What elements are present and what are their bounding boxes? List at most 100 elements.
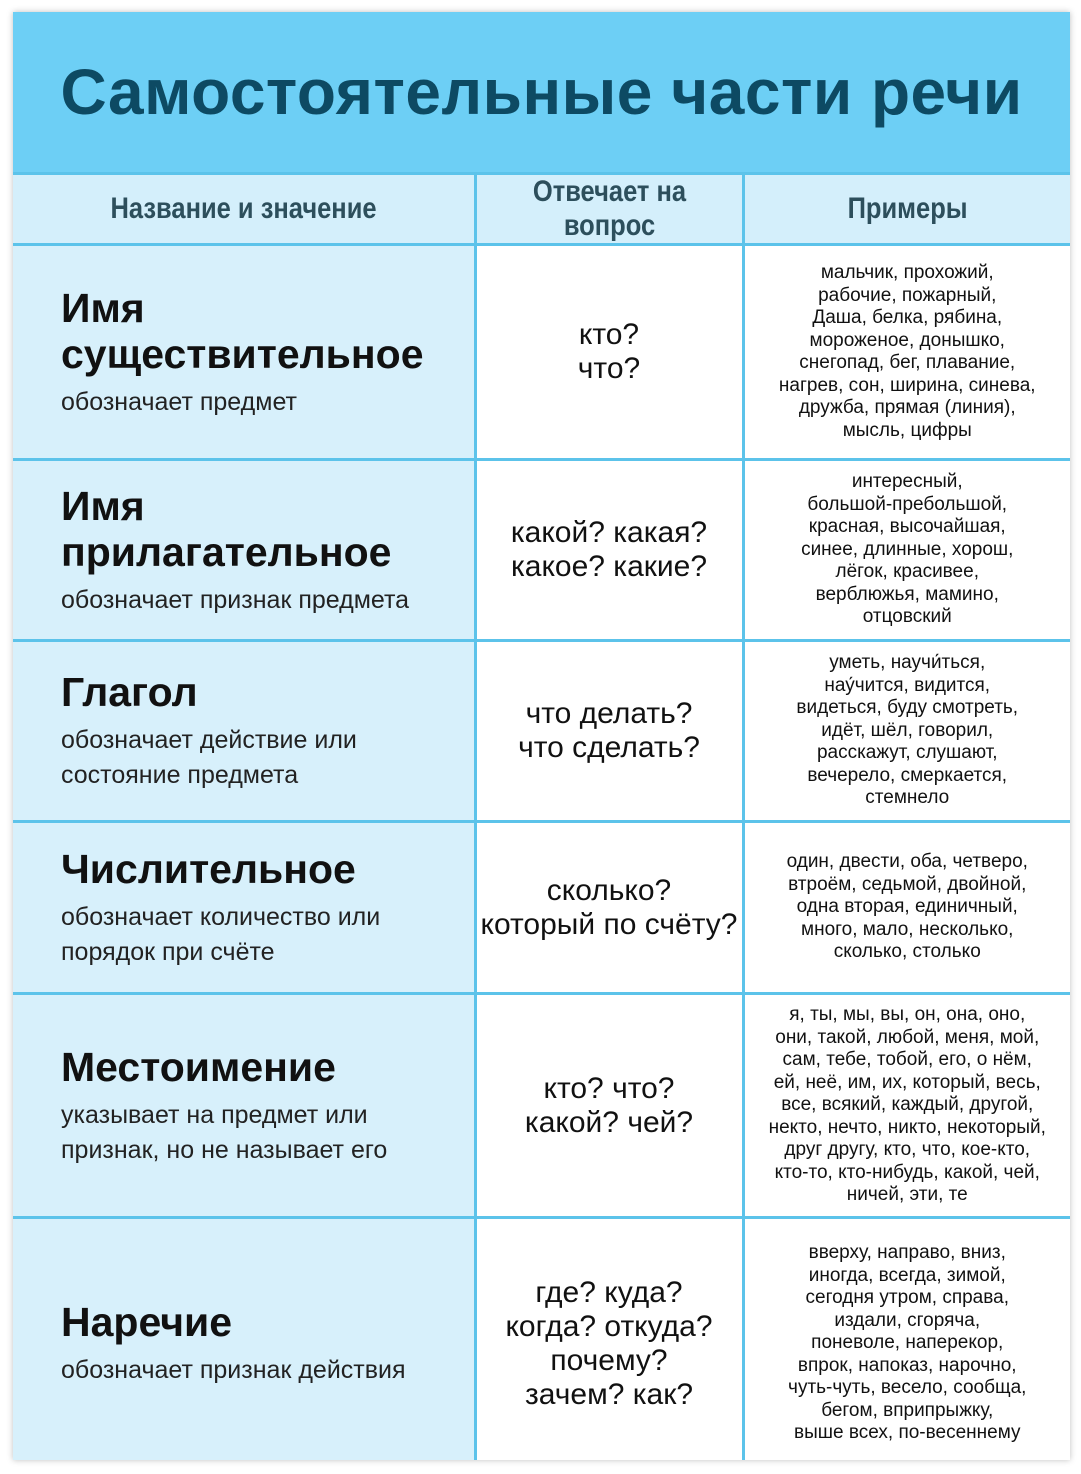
examples-line: много, мало, несколько, — [801, 918, 1014, 940]
part-of-speech-name-line: Числительное — [61, 845, 356, 892]
examples-line: мальчик, прохожий, — [820, 262, 994, 283]
part-of-speech-name-line: Местоимение — [61, 1043, 336, 1090]
examples: мальчик, прохожий, рабочие, пожарный, Даша… — [745, 262, 1071, 442]
examples-line: нагрев, сон, ширина, синева, — [778, 374, 1036, 396]
name-cell: Имя прилагательное обозначает признак пред… — [13, 458, 477, 642]
part-of-speech-name: Глагол — [61, 669, 474, 715]
part-of-speech-meaning-line: обозначает признак предмета — [61, 585, 410, 614]
examples: уметь, научи́ться, нау́чится, видится, вид… — [745, 652, 1071, 810]
questions: что делать? что сделать? — [477, 697, 742, 765]
column-header-question: Отвечает на вопрос — [473, 172, 745, 246]
examples-line: красная, высочайшая, — [808, 516, 1006, 538]
examples-line: я, ты, мы, вы, он, она, оно, — [789, 1004, 1026, 1026]
examples-line: верблюжья, мамино, — [815, 583, 999, 605]
examples-line: выше всех, по-весеннему — [794, 1422, 1021, 1444]
part-of-speech-name-line: прилагательное — [61, 528, 392, 575]
examples-line: стемнело — [865, 787, 950, 809]
examples-line: одна вторая, единичный, — [796, 896, 1018, 918]
examples-line: сколько, столько — [833, 941, 981, 963]
table-row: Имя существительное обозначает предмет кто?… — [13, 243, 1071, 461]
questions: где? куда? когда? откуда? почему? зачем? ка… — [477, 1276, 742, 1412]
examples-cell: я, ты, мы, вы, он, она, оно, они, такой, … — [741, 992, 1070, 1219]
questions-line: когда? откуда? — [505, 1309, 713, 1343]
questions-line: кто? что? — [543, 1071, 675, 1105]
questions-line: который по счёту? — [480, 907, 738, 941]
examples-cell: мальчик, прохожий, рабочие, пожарный, Даша… — [741, 243, 1071, 461]
part-of-speech-name: Наречие — [61, 1299, 474, 1345]
header-label: Примеры — [847, 192, 968, 225]
examples-line: Даша, белка, рябина, — [812, 307, 1003, 328]
examples: вверху, направо, вниз, иногда, всегда, зи… — [745, 1242, 1071, 1445]
question-cell: кто? что? — [473, 243, 745, 461]
name-cell: Имя существительное обозначает предмет — [13, 243, 477, 461]
questions-line: какой? какая? — [510, 516, 708, 549]
table-row: Числительное обозначает количество или пор… — [13, 820, 1071, 995]
name-cell: Местоимение указывает на предмет или призн… — [13, 992, 477, 1219]
examples-line: иногда, всегда, зимой, — [808, 1264, 1006, 1286]
part-of-speech-meaning-line: обозначает действие или — [61, 726, 357, 754]
examples-line: бегом, вприпрыжку, — [821, 1399, 994, 1421]
examples-line: рабочие, пожарный, — [818, 284, 997, 306]
examples-line: большой-пребольшой, — [807, 493, 1008, 515]
part-of-speech-meaning: обозначает признак действия — [61, 1353, 474, 1388]
part-of-speech-meaning: обозначает количество или порядок при счё… — [61, 900, 474, 970]
examples-line: видеться, буду смотреть, — [796, 697, 1019, 719]
page-title: Самостоятельные части речи — [60, 56, 1023, 128]
questions-line: кто? — [578, 318, 640, 351]
part-of-speech-meaning-line: порядок при счёте — [61, 937, 275, 966]
examples-line: чуть-чуть, весело, сообща, — [788, 1377, 1027, 1399]
examples: один, двести, оба, четверо, втроём, седьм… — [745, 851, 1071, 964]
examples-line: втроём, седьмой, двойной, — [788, 873, 1027, 895]
question-cell: что делать? что сделать? — [473, 639, 745, 823]
examples-line: ничей, эти, те — [846, 1184, 968, 1206]
examples-line: интересный, — [851, 471, 963, 493]
part-of-speech-name: Имя прилагательное — [61, 483, 474, 575]
question-cell: кто? что? какой? чей? — [473, 992, 745, 1219]
questions-line: сколько? — [546, 873, 672, 907]
question-cell: сколько? который по счёту? — [473, 820, 745, 995]
name-cell: Числительное обозначает количество или пор… — [13, 820, 477, 995]
column-header-examples: Примеры — [741, 172, 1070, 246]
column-header-name: Название и значение — [13, 172, 477, 246]
header-row: Название и значение Отвечает на вопрос П… — [13, 172, 1070, 246]
header-label: Название и значение — [110, 192, 377, 225]
part-of-speech-meaning: указывает на предмет или признак, но не н… — [61, 1098, 474, 1168]
parts-of-speech-table: Название и значение Отвечает на вопрос П… — [13, 172, 1070, 1460]
name-cell: Глагол обозначает действие или состояние п… — [13, 639, 477, 823]
part-of-speech-name-line: Наречие — [61, 1299, 233, 1345]
examples-cell: вверху, направо, вниз, иногда, всегда, зи… — [741, 1216, 1071, 1460]
part-of-speech-meaning: обозначает предмет — [61, 385, 474, 420]
header-label: Отвечает на вопрос — [532, 175, 686, 242]
examples-line: нау́чится, видится, — [824, 674, 991, 696]
part-of-speech-meaning-line: обозначает признак действия — [61, 1356, 406, 1384]
name-cell: Наречие обозначает признак действия — [13, 1216, 477, 1460]
examples-line: мороженое, донышко, — [809, 329, 1005, 351]
questions-line: зачем? как? — [524, 1377, 694, 1411]
part-of-speech-name-line: Глагол — [61, 669, 198, 715]
part-of-speech-meaning-line: обозначает количество или — [61, 902, 381, 931]
part-of-speech-name-line: существительное — [61, 330, 424, 377]
examples-line: поневоле, наперекор, — [811, 1332, 1004, 1354]
examples-line: идёт, шёл, говорил, — [821, 719, 994, 741]
part-of-speech-name: Местоимение — [61, 1044, 474, 1090]
examples-line: мысль, цифры — [842, 419, 972, 441]
examples-line: расскажут, слушают, — [816, 742, 998, 764]
questions-line: что сделать? — [518, 731, 700, 764]
examples-line: лёгок, красивее, — [835, 561, 979, 583]
part-of-speech-name: Имя существительное — [61, 285, 474, 377]
examples-line: синее, длинные, хорош, — [801, 538, 1014, 560]
poster: Самостоятельные части речи Название и зн… — [13, 12, 1070, 1460]
table-row: Имя прилагательное обозначает признак пред… — [13, 458, 1071, 642]
part-of-speech-meaning: обозначает признак предмета — [61, 583, 474, 618]
part-of-speech-name-line: Имя — [61, 482, 145, 529]
examples: интересный, большой-пребольшой, красная, в… — [745, 471, 1071, 629]
examples-line: кто-то, кто-нибудь, какой, чей, — [774, 1161, 1040, 1183]
part-of-speech-meaning-line: признак, но не называет его — [61, 1135, 388, 1164]
examples-cell: интересный, большой-пребольшой, красная, в… — [741, 458, 1071, 642]
questions-line: какой? чей? — [524, 1105, 694, 1139]
questions-line: что? — [577, 352, 641, 385]
examples-line: сам, тебе, тобой, его, о нём, — [782, 1049, 1032, 1071]
examples-line: они, такой, любой, меня, мой, — [775, 1026, 1040, 1048]
table-row: Наречие обозначает признак действия где? к… — [13, 1216, 1071, 1460]
questions-line: почему? — [550, 1343, 668, 1377]
